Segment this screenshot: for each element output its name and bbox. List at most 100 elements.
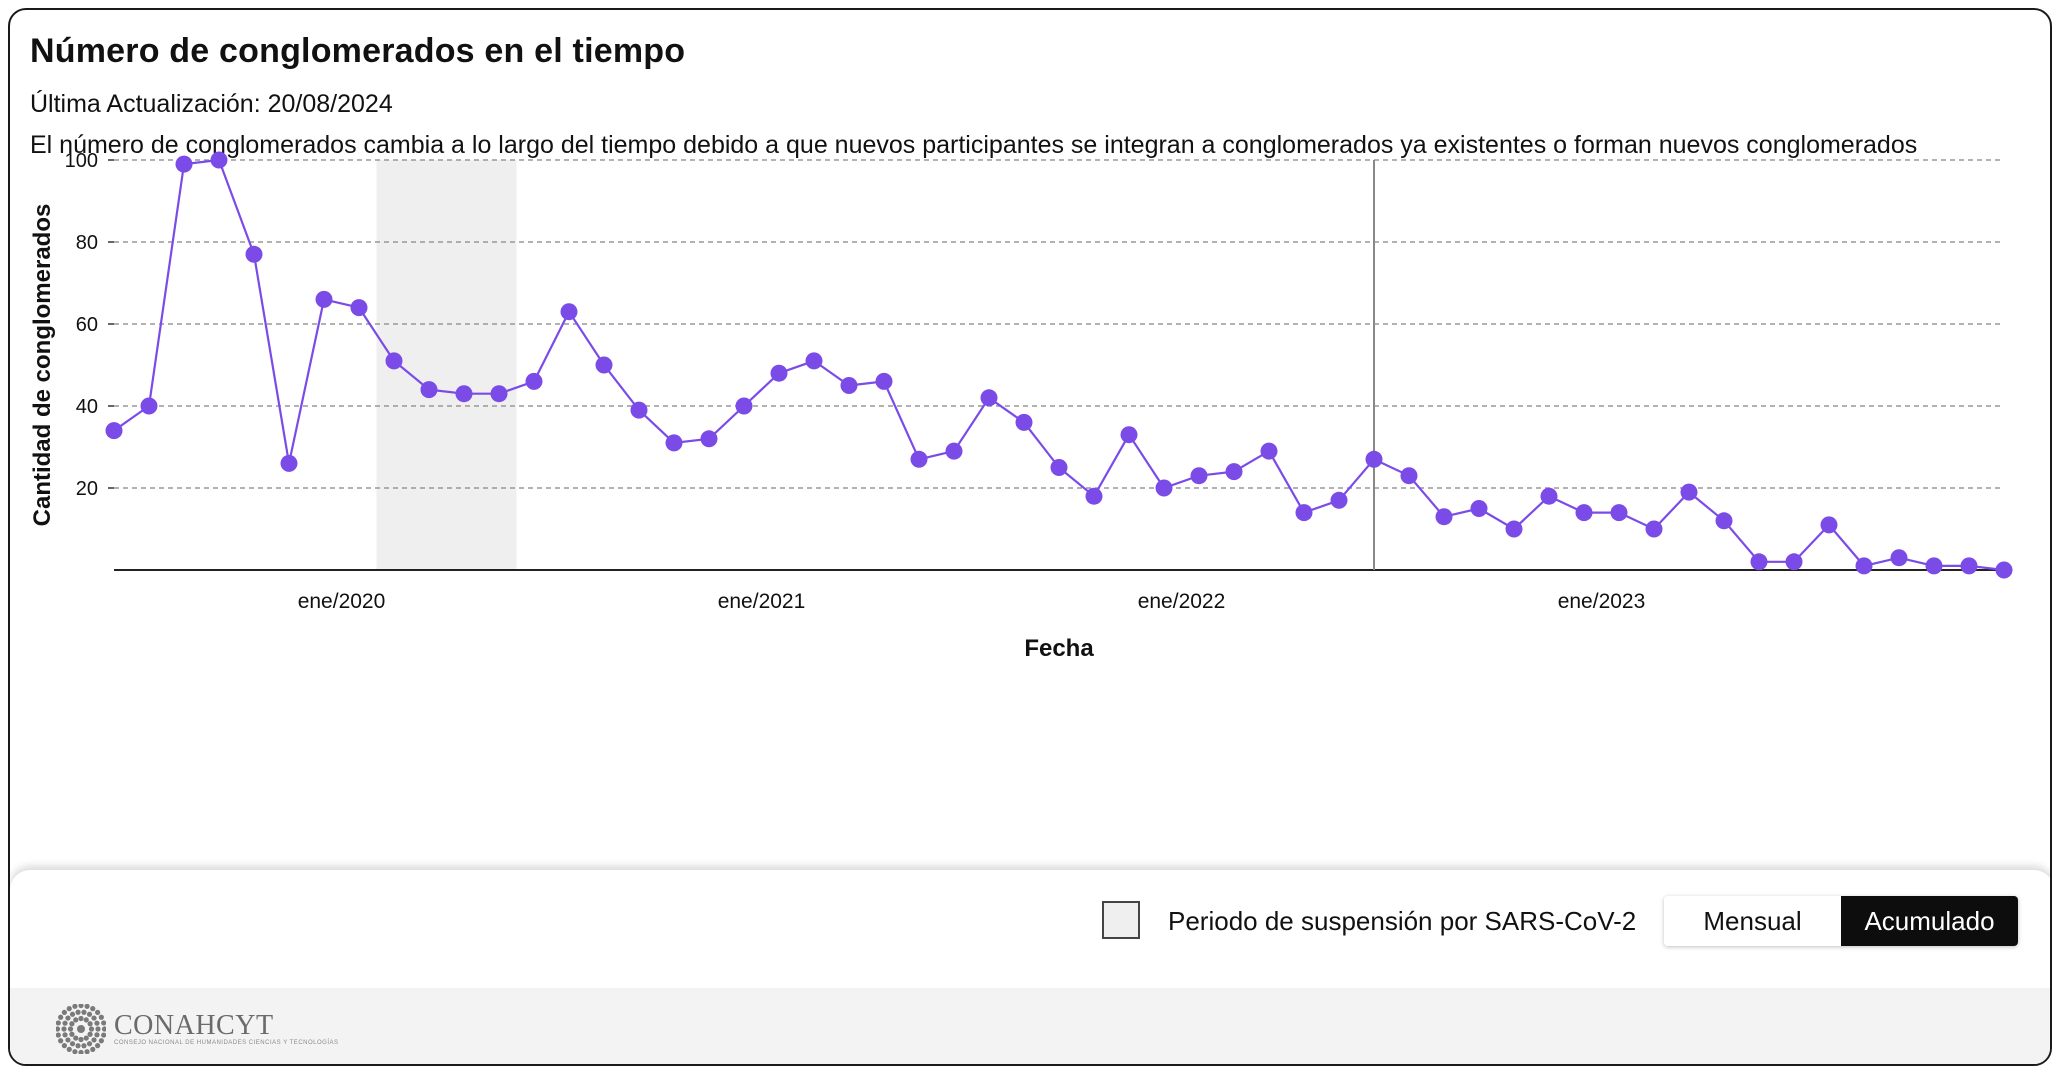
emblem-dot bbox=[72, 1004, 78, 1009]
emblem-dot bbox=[91, 1037, 97, 1043]
emblem-dot bbox=[58, 1038, 64, 1044]
x-tick-label: ene/2022 bbox=[1138, 590, 1226, 613]
emblem-dot bbox=[56, 1026, 61, 1032]
emblem-dot bbox=[87, 1031, 93, 1037]
data-point bbox=[665, 434, 683, 452]
data-point bbox=[980, 389, 998, 407]
data-point bbox=[420, 381, 438, 399]
emblem-dot bbox=[61, 1009, 67, 1015]
emblem-dot bbox=[65, 1015, 71, 1021]
emblem-dot bbox=[90, 1006, 96, 1012]
emblem-dot bbox=[83, 1035, 89, 1041]
data-point bbox=[1400, 467, 1418, 485]
y-tick-label: 20 bbox=[76, 478, 98, 500]
emblem-dot bbox=[86, 1041, 93, 1047]
emblem-dot bbox=[78, 1049, 84, 1054]
emblem-dot bbox=[101, 1026, 106, 1032]
suspension-legend-swatch bbox=[1102, 901, 1140, 939]
emblem-dot bbox=[72, 1049, 78, 1054]
emblem-dot bbox=[75, 1009, 81, 1015]
data-point bbox=[1890, 549, 1908, 567]
data-point bbox=[1995, 561, 2013, 579]
emblem-dot bbox=[86, 1011, 93, 1017]
emblem-dot bbox=[69, 1041, 76, 1047]
data-point bbox=[1085, 487, 1103, 505]
data-point bbox=[1505, 520, 1523, 538]
emblem-dot bbox=[95, 1026, 101, 1032]
data-point bbox=[175, 155, 193, 173]
emblem-dot bbox=[91, 1015, 97, 1021]
data-point bbox=[385, 352, 403, 370]
data-point bbox=[1785, 553, 1803, 571]
emblem-dot bbox=[90, 1046, 96, 1052]
conahcyt-emblem-icon bbox=[56, 1004, 106, 1054]
emblem-dot bbox=[62, 1032, 68, 1038]
emblem-dot bbox=[101, 1020, 106, 1026]
data-point bbox=[840, 377, 858, 394]
chart-description: El número de conglomerados cambia a lo l… bbox=[30, 131, 1918, 159]
data-point bbox=[455, 385, 473, 403]
emblem-dot bbox=[95, 1043, 101, 1049]
x-tick-label: ene/2020 bbox=[298, 590, 386, 613]
emblem-dot bbox=[75, 1043, 81, 1049]
data-point bbox=[1960, 557, 1978, 575]
data-point bbox=[1540, 487, 1558, 505]
x-axis-title: Fecha bbox=[1024, 635, 1094, 662]
x-tick-label: ene/2021 bbox=[718, 590, 806, 613]
data-point bbox=[1715, 512, 1733, 530]
emblem-dot bbox=[77, 1025, 85, 1033]
logo-subtitle: CONSEJO NACIONAL DE HUMANIDADES CIENCIAS… bbox=[114, 1040, 339, 1046]
data-point bbox=[1855, 557, 1873, 575]
y-tick-label: 40 bbox=[76, 396, 98, 418]
emblem-dot bbox=[84, 1004, 90, 1009]
emblem-dot bbox=[84, 1049, 90, 1054]
data-point bbox=[630, 401, 648, 419]
data-point bbox=[1295, 504, 1313, 522]
emblem-dot bbox=[62, 1020, 68, 1026]
data-point bbox=[1120, 426, 1138, 444]
data-point bbox=[245, 245, 263, 263]
data-point bbox=[945, 442, 963, 460]
emblem-dot bbox=[98, 1014, 104, 1020]
data-point bbox=[700, 430, 718, 448]
data-point bbox=[1470, 500, 1488, 517]
data-point bbox=[1225, 463, 1243, 481]
data-point bbox=[1610, 504, 1628, 522]
emblem-dot bbox=[101, 1032, 106, 1038]
data-point bbox=[1190, 467, 1208, 485]
data-point bbox=[140, 397, 158, 415]
emblem-dot bbox=[73, 1035, 79, 1041]
data-point bbox=[770, 364, 788, 382]
emblem-dot bbox=[87, 1021, 93, 1027]
data-point bbox=[875, 372, 893, 390]
emblem-dot bbox=[66, 1046, 72, 1052]
footer-strip bbox=[10, 988, 2050, 1064]
emblem-dot bbox=[65, 1037, 71, 1043]
conahcyt-logo: CONAHCYT CONSEJO NACIONAL DE HUMANIDADES… bbox=[56, 1004, 339, 1054]
data-point bbox=[315, 290, 333, 308]
data-point bbox=[350, 299, 368, 317]
emblem-dot bbox=[88, 1026, 95, 1032]
data-point bbox=[560, 303, 578, 321]
data-point bbox=[1260, 442, 1278, 460]
y-tick-label: 100 bbox=[65, 150, 98, 172]
emblem-dot bbox=[56, 1020, 61, 1026]
view-toggle: Mensual Acumulado bbox=[1664, 896, 2018, 946]
emblem-dot bbox=[95, 1009, 101, 1015]
logo-name: CONAHCYT bbox=[114, 1010, 274, 1041]
emblem-dot bbox=[58, 1014, 64, 1020]
data-point bbox=[490, 385, 508, 403]
data-point bbox=[210, 151, 228, 169]
data-point bbox=[1015, 413, 1033, 431]
emblem-dot bbox=[61, 1043, 67, 1049]
emblem-dot bbox=[67, 1026, 74, 1032]
data-point bbox=[1435, 508, 1453, 526]
emblem-dot bbox=[73, 1017, 79, 1023]
cumulative-button[interactable]: Acumulado bbox=[1841, 896, 2018, 946]
monthly-button[interactable]: Mensual bbox=[1664, 896, 1841, 946]
data-point bbox=[1575, 504, 1593, 522]
data-point bbox=[280, 454, 298, 472]
x-tick-label: ene/2023 bbox=[1558, 590, 1646, 613]
emblem-dot bbox=[94, 1032, 100, 1038]
data-point bbox=[595, 356, 613, 374]
